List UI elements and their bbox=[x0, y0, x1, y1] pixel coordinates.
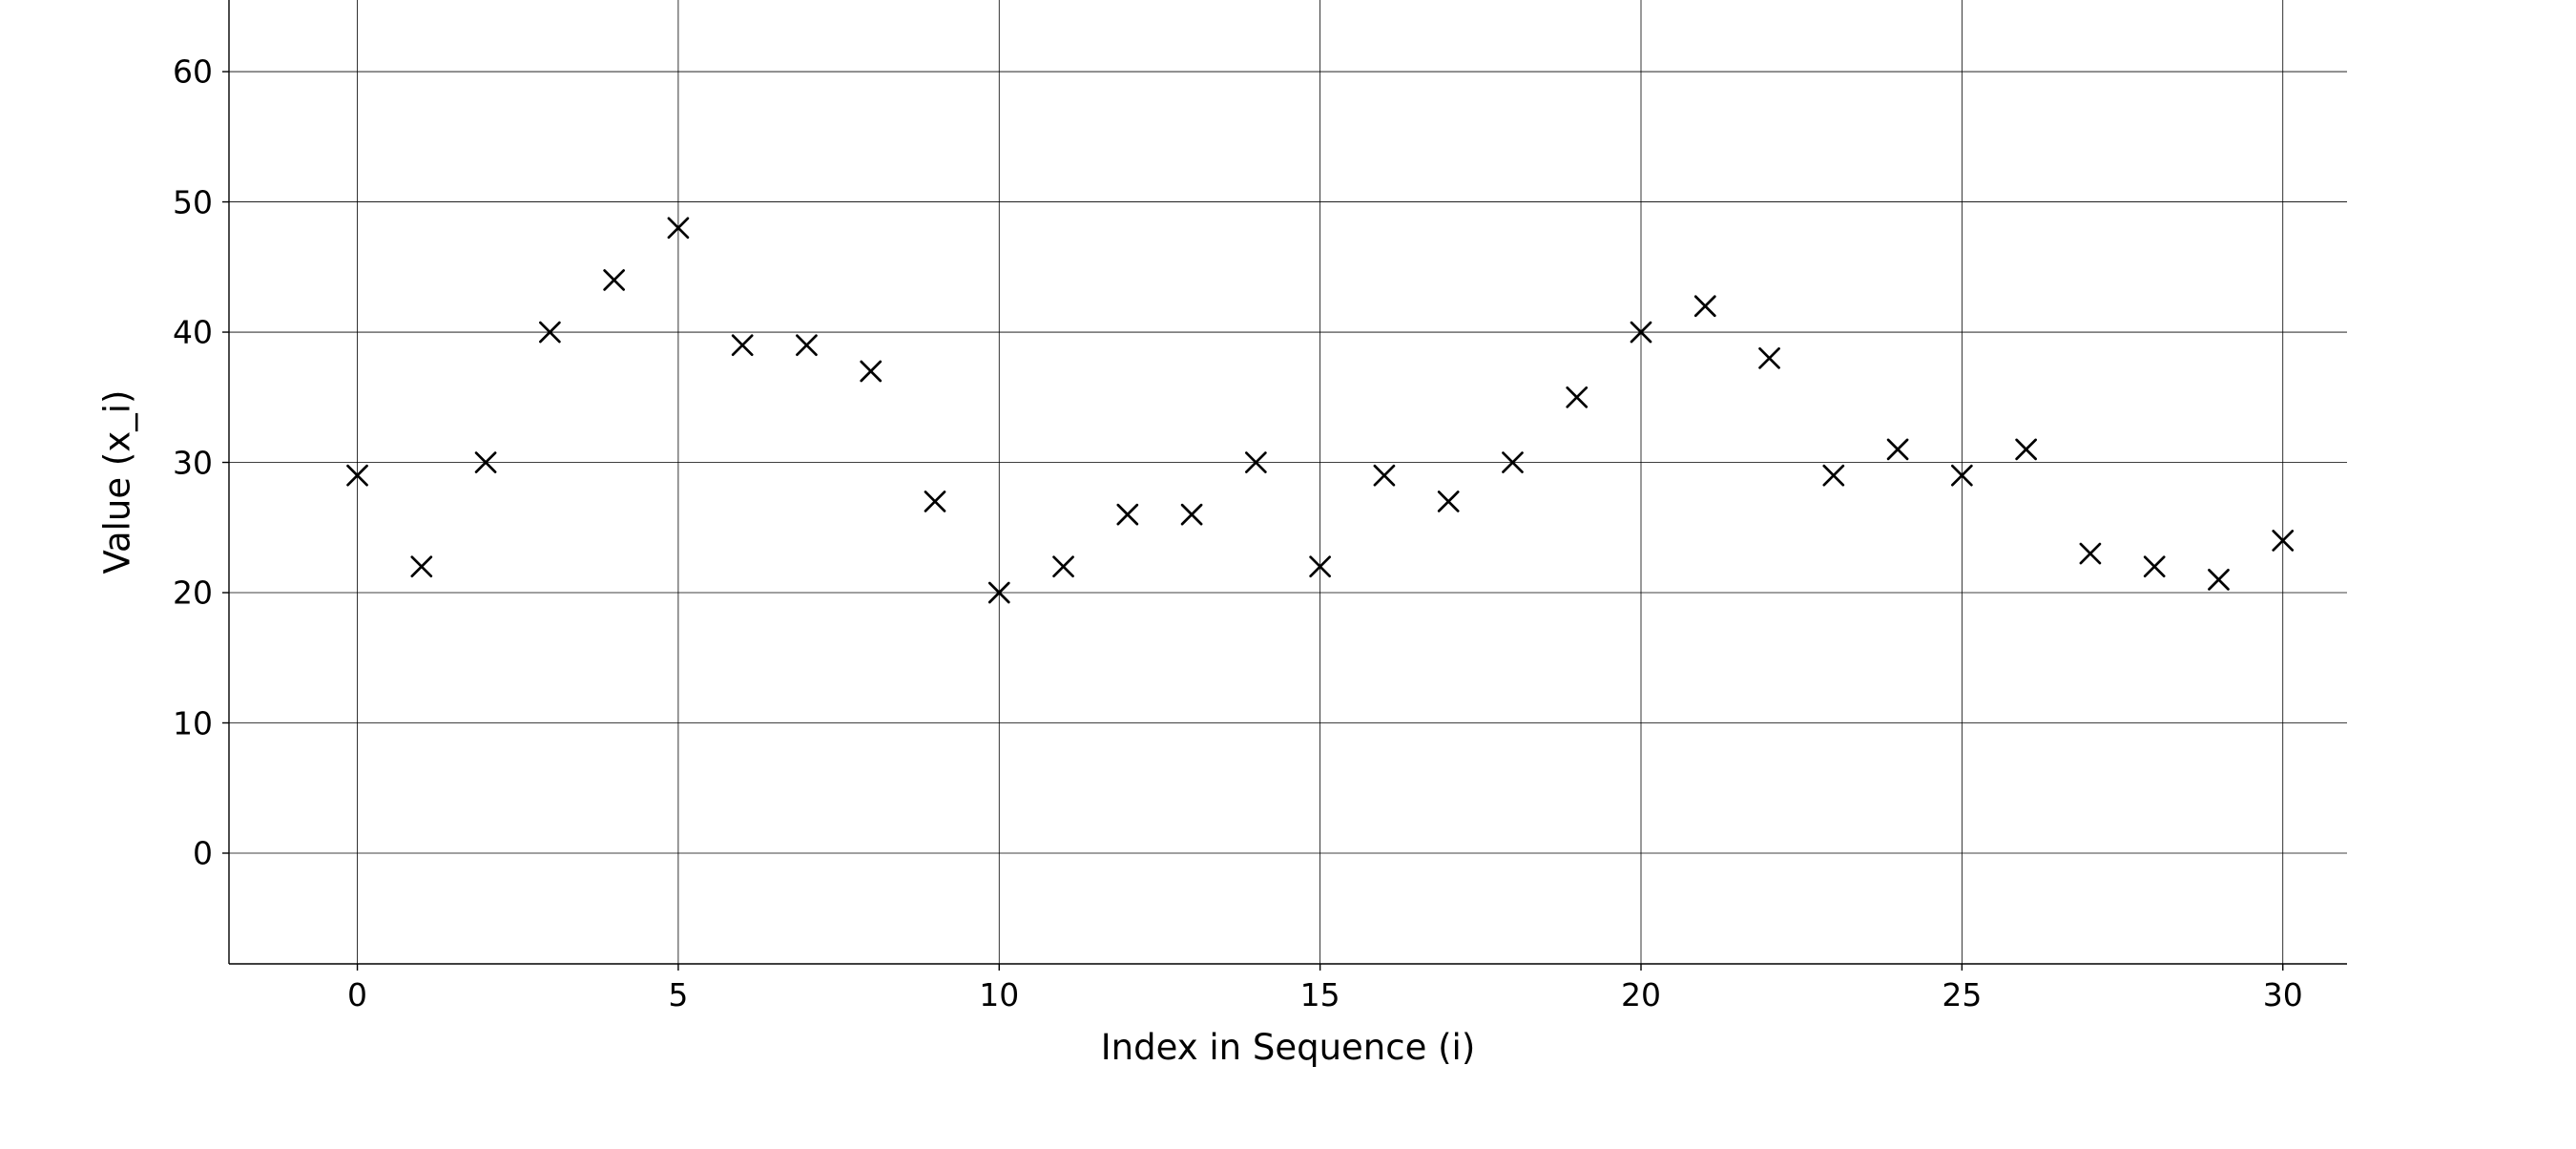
chart-svg bbox=[0, 0, 2576, 1145]
x-tick-label: 10 bbox=[979, 976, 1019, 1013]
x-tick-label: 0 bbox=[347, 976, 367, 1013]
chart-background bbox=[0, 0, 2576, 1145]
y-tick-label: 40 bbox=[173, 314, 213, 351]
y-tick-label: 0 bbox=[193, 834, 213, 871]
y-axis-label: Value (x_i) bbox=[97, 390, 138, 574]
y-tick-label: 10 bbox=[173, 704, 213, 742]
x-axis-label: Index in Sequence (i) bbox=[1101, 1027, 1476, 1068]
x-tick-label: 30 bbox=[2263, 976, 2303, 1013]
y-tick-label: 60 bbox=[173, 53, 213, 91]
x-tick-label: 15 bbox=[1300, 976, 1340, 1013]
x-tick-label: 20 bbox=[1621, 976, 1661, 1013]
x-tick-label: 5 bbox=[668, 976, 688, 1013]
scatter-chart: 0 5 10 15 20 25 30 0 10 20 30 40 50 60 Index in Sequen… bbox=[0, 0, 2576, 1145]
y-tick-label: 20 bbox=[173, 574, 213, 612]
x-tick-label: 25 bbox=[1942, 976, 1982, 1013]
y-tick-label: 30 bbox=[173, 444, 213, 481]
y-tick-label: 50 bbox=[173, 183, 213, 220]
